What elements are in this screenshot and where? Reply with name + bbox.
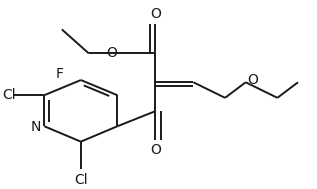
Text: Cl: Cl: [74, 174, 87, 187]
Text: O: O: [150, 7, 161, 21]
Text: N: N: [31, 120, 41, 134]
Text: O: O: [150, 143, 161, 157]
Text: O: O: [107, 46, 117, 60]
Text: Cl: Cl: [3, 88, 16, 102]
Text: O: O: [247, 73, 258, 87]
Text: F: F: [55, 67, 63, 81]
